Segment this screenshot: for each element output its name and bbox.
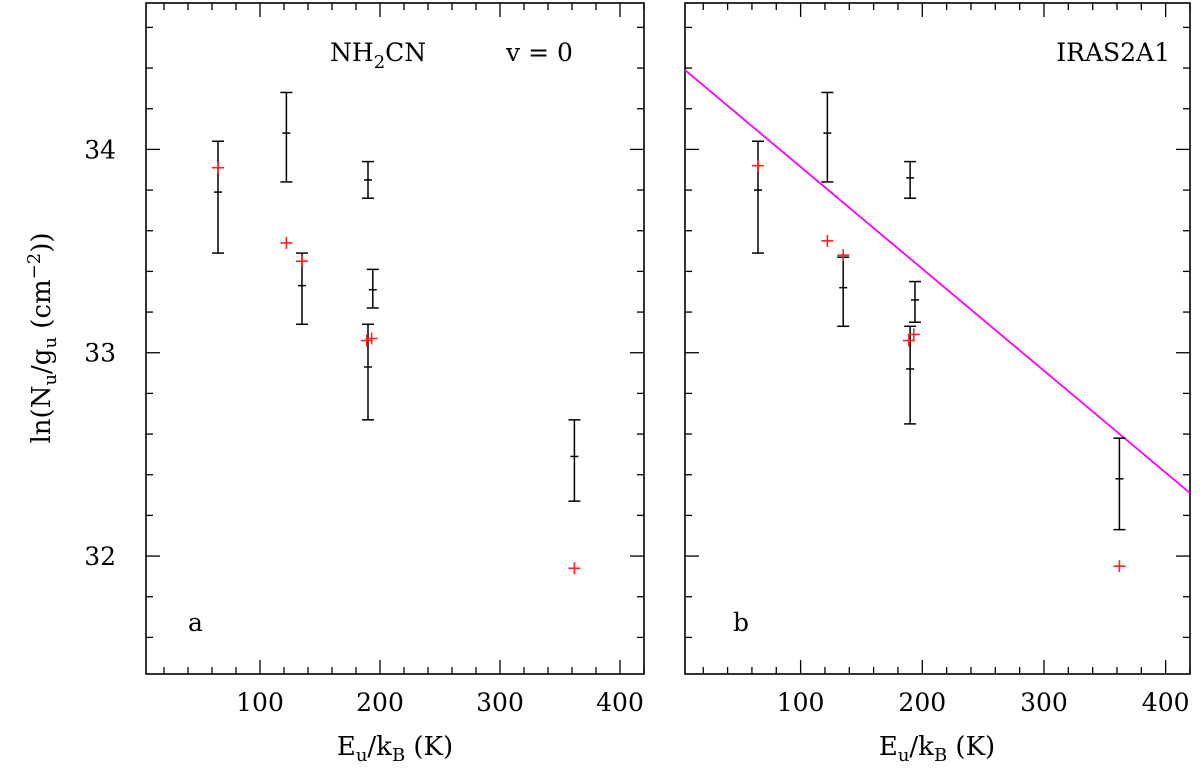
x-tick-label: 100 <box>777 688 825 717</box>
model-point <box>1113 560 1126 573</box>
observed-point <box>280 91 293 183</box>
observed-point <box>904 160 917 199</box>
x-axis-label-b: Eu/kB (K) <box>879 732 995 766</box>
x-axis-label-a: Eu/kB (K) <box>337 732 453 766</box>
observed-point <box>366 268 379 309</box>
observed-point <box>568 419 581 502</box>
panel-label-a: a <box>188 608 203 637</box>
vibrational-state-label: v = 0 <box>505 38 573 67</box>
y-tick-label: 34 <box>84 135 116 164</box>
model-point <box>902 334 915 347</box>
model-point <box>837 249 850 262</box>
panel-a: 100 200 300 400 32 33 34 NH2CN v = 0 a Eu/kB (… <box>24 2 645 766</box>
model-points-b <box>752 159 1126 573</box>
observed-point <box>908 280 921 323</box>
model-points-a <box>212 161 581 575</box>
x-tick-label: 300 <box>476 688 524 717</box>
observed-point <box>904 325 917 425</box>
model-point <box>907 328 920 341</box>
ticks-b <box>685 3 1191 674</box>
plot-frame-a <box>145 2 645 675</box>
x-tick-label: 300 <box>1020 688 1068 717</box>
plot-frame-b <box>684 2 1191 675</box>
y-axis-label: ln(Nu/gu (cm−2)) <box>24 232 61 443</box>
y-tick-label: 32 <box>84 542 116 571</box>
source-label: IRAS2A1 <box>1056 38 1170 67</box>
observed-point <box>212 140 224 254</box>
y-tick-label: 33 <box>84 339 116 368</box>
model-point <box>365 332 378 345</box>
model-point <box>296 255 308 268</box>
x-tick-label: 400 <box>596 688 644 717</box>
model-point <box>568 562 581 575</box>
fit-line-b <box>684 69 1191 494</box>
molecule-label: NH2CN <box>330 38 426 73</box>
x-tick-label: 100 <box>236 688 284 717</box>
observed-point <box>837 256 850 328</box>
observed-point <box>752 140 765 254</box>
tick-labels-b: 100 200 300 400 <box>777 688 1190 717</box>
model-point <box>360 334 373 347</box>
x-tick-label: 200 <box>898 688 946 717</box>
observed-point <box>1113 437 1126 531</box>
observed-points-b <box>752 91 1126 531</box>
panel-b: 100 200 300 400 IRAS2A1 b Eu/kB (K) <box>684 2 1191 766</box>
model-point <box>280 236 293 249</box>
fit-line <box>684 69 1191 494</box>
ticks-a <box>146 3 645 674</box>
model-point <box>752 159 765 172</box>
tick-labels-a: 100 200 300 400 32 33 34 <box>84 135 644 717</box>
observed-point <box>362 160 374 199</box>
model-point <box>821 234 834 247</box>
observed-point <box>821 91 834 183</box>
x-tick-label: 200 <box>356 688 404 717</box>
x-tick-label: 400 <box>1142 688 1190 717</box>
panel-label-b: b <box>733 608 749 637</box>
observed-points-a <box>212 91 581 502</box>
model-point <box>212 161 224 174</box>
